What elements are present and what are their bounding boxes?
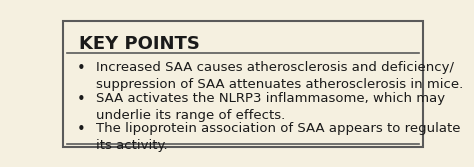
Text: KEY POINTS: KEY POINTS: [80, 35, 201, 53]
Text: •: •: [77, 122, 86, 137]
Text: •: •: [77, 61, 86, 75]
Text: •: •: [77, 92, 86, 107]
Text: The lipoprotein association of SAA appears to regulate
its activity.: The lipoprotein association of SAA appea…: [96, 122, 460, 152]
Text: Increased SAA causes atherosclerosis and deficiency/
suppression of SAA attenuat: Increased SAA causes atherosclerosis and…: [96, 61, 463, 91]
Text: SAA activates the NLRP3 inflammasome, which may
underlie its range of effects.: SAA activates the NLRP3 inflammasome, wh…: [96, 92, 445, 122]
